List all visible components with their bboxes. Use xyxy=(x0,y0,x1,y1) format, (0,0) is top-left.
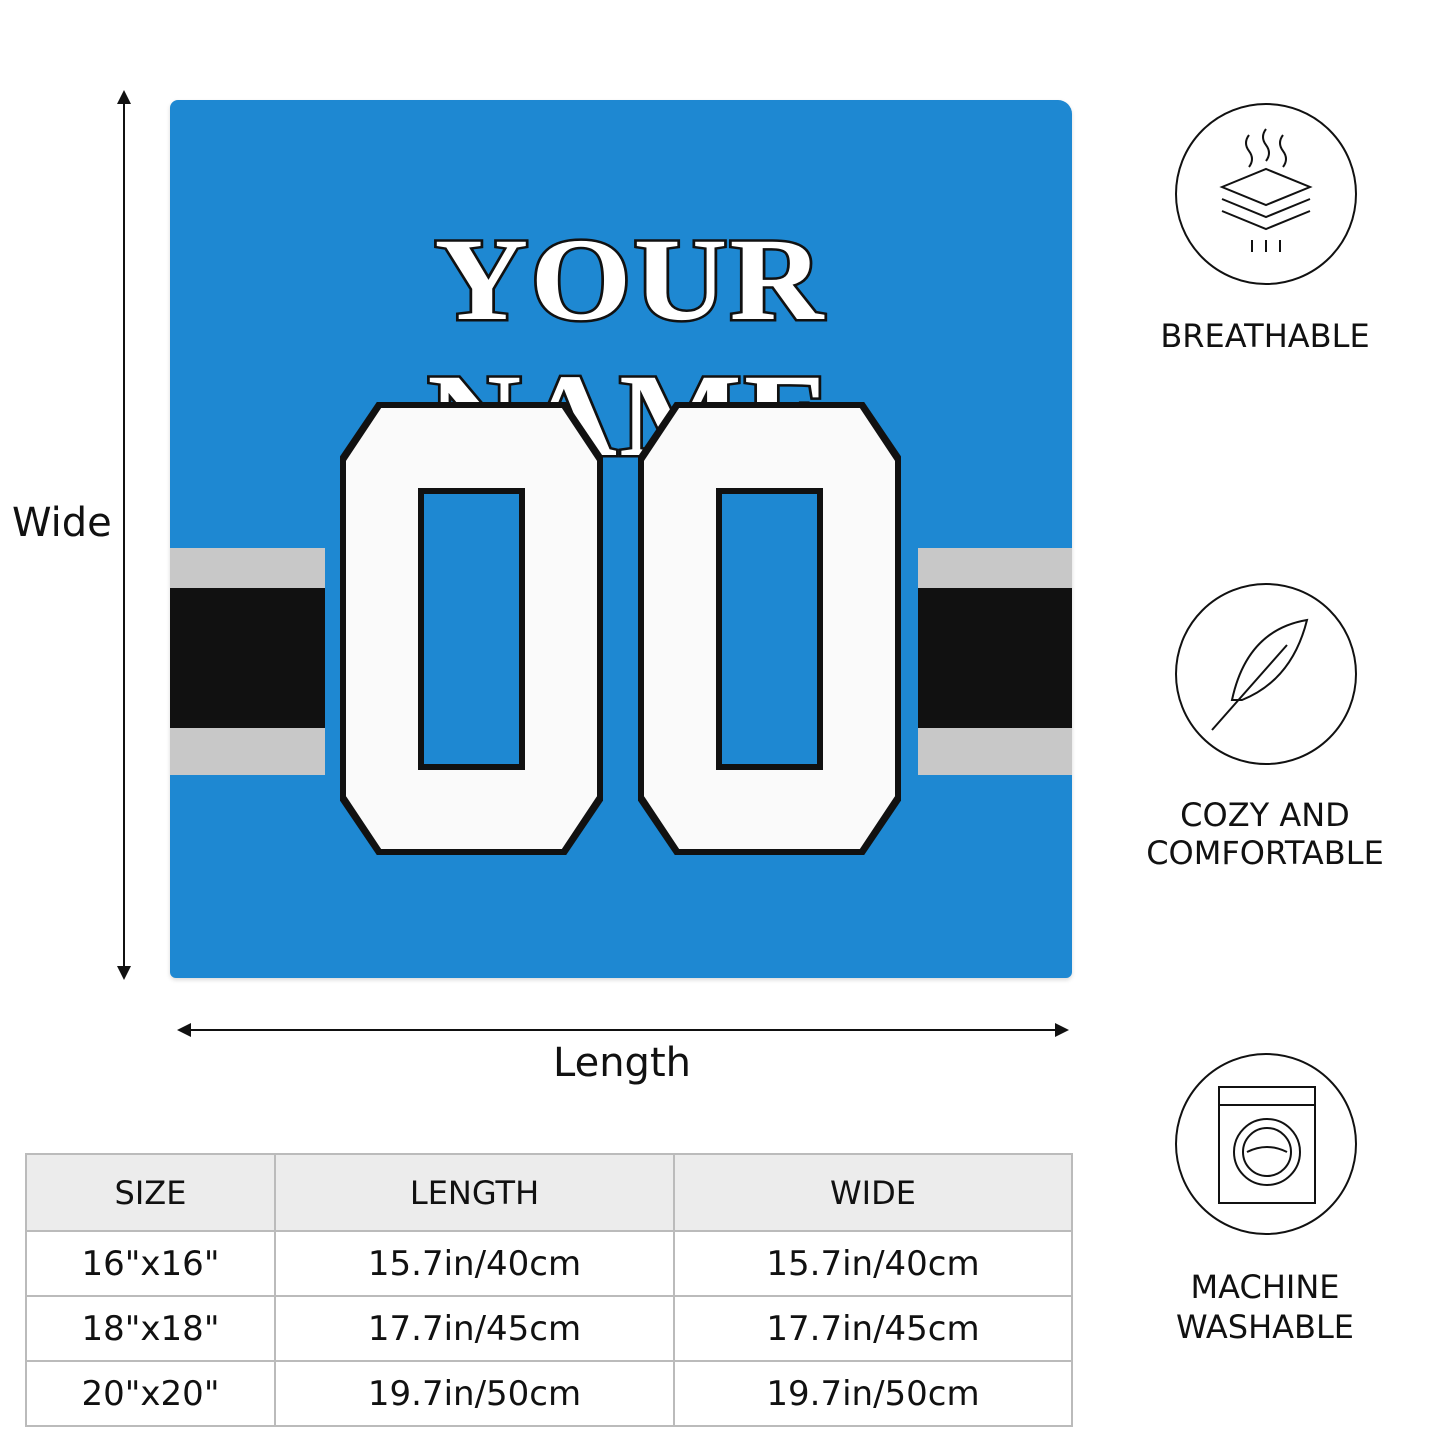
header-size: SIZE xyxy=(25,1153,276,1232)
header-wide: WIDE xyxy=(673,1153,1073,1232)
table-row: 18"x18" 17.7in/45cm 17.7in/45cm xyxy=(25,1295,1073,1362)
table-row: 16"x16" 15.7in/40cm 15.7in/40cm xyxy=(25,1230,1073,1297)
feather-icon xyxy=(1175,583,1357,765)
stripe-gray xyxy=(918,548,1072,588)
feature-label: BREATHABLE xyxy=(1160,317,1370,355)
feature-label: COZY AND xyxy=(1180,796,1350,834)
number-digit xyxy=(340,402,603,855)
dimension-arrows xyxy=(117,90,1069,1037)
stripe-gray xyxy=(170,548,325,588)
pillow-image: YOUR NAME xyxy=(170,100,1072,978)
feature-label: WASHABLE xyxy=(1175,1308,1355,1346)
header-length: LENGTH xyxy=(274,1153,675,1232)
stripe-gray xyxy=(918,728,1072,775)
stripe-black xyxy=(170,588,325,728)
washing-machine-icon xyxy=(1175,1053,1357,1235)
wide-label: Wide xyxy=(12,500,112,546)
stripe-black xyxy=(918,588,1072,728)
stripe-gray xyxy=(170,728,325,775)
length-label: Length xyxy=(553,1040,691,1086)
size-table: SIZE LENGTH WIDE 16"x16" 15.7in/40cm 15.7in/… xyxy=(25,1153,1073,1427)
breathable-layers-icon xyxy=(1175,103,1357,285)
table-row: 20"x20" 19.7in/50cm 19.7in/50cm xyxy=(25,1360,1073,1427)
feature-label: MACHINE xyxy=(1190,1268,1340,1306)
number-digit xyxy=(638,402,901,855)
feature-label: COMFORTABLE xyxy=(1146,834,1384,872)
